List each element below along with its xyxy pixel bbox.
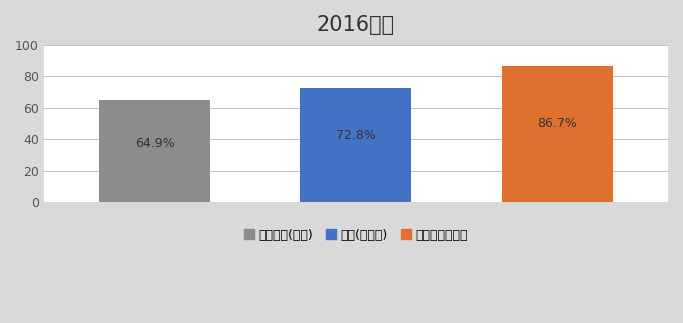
Text: 72.8%: 72.8% <box>336 130 376 142</box>
Bar <box>301 88 411 203</box>
Bar <box>502 66 613 203</box>
Text: 86.7%: 86.7% <box>538 117 577 130</box>
Legend: 대학평균(전국), 공대(군산대), 컴퓨터정보공학: 대학평균(전국), 공대(군산대), 컴퓨터정보공학 <box>238 224 473 246</box>
Title: 2016년도: 2016년도 <box>317 15 395 35</box>
Text: 64.9%: 64.9% <box>135 137 174 150</box>
Bar <box>99 100 210 203</box>
